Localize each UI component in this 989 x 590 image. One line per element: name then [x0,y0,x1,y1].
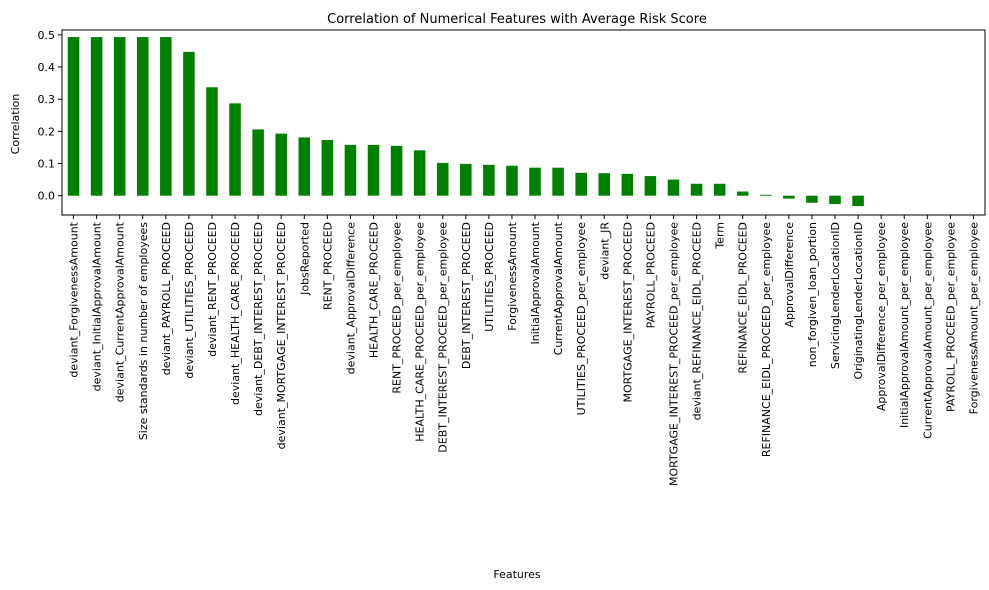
bar-0 [67,37,80,196]
bar-29 [736,191,749,196]
x-tick-label: MORTGAGE_INTEREST_PROCEED [621,222,634,402]
bar-20 [529,167,541,196]
bar-10 [298,137,311,196]
bar-32 [806,195,818,203]
x-tick-label: InitialApprovalAmount [529,221,542,344]
x-tick-label: deviant_InitialApprovalAmount [91,221,104,391]
bar-16 [436,162,449,196]
x-tick-label: JobsReported [298,222,311,296]
x-tick-label: ForgivenessAmount [506,221,519,330]
bar-4 [160,37,172,196]
bar-2 [113,37,126,196]
bar-12 [344,144,357,196]
x-tick-label: PAYROLL_PROCEED_per_employee [944,222,957,412]
x-tick-label: deviant_CurrentApprovalAmount [114,221,127,402]
y-tick-label: 0.4 [38,61,56,74]
bar-30 [760,194,772,196]
x-tick-label: deviant_HEALTH_CARE_PROCEED [229,222,242,405]
x-tick-label: non_forgiven_loan_portion [806,222,819,367]
x-tick-label: deviant_JR [598,222,611,280]
x-tick-label: deviant_ForgivenessAmount [68,221,81,377]
bar-33 [829,195,841,205]
bar-19 [506,165,518,196]
bar-3 [136,37,149,196]
x-tick-label: deviant_MORTGAGE_INTEREST_PROCEED [275,222,288,449]
plot-frame [61,29,986,216]
bar-1 [90,37,103,196]
bar-14 [390,145,403,196]
x-tick-label: ApprovalDifference_per_employee [875,222,888,411]
x-tick-label: UTILITIES_PROCEED_per_employee [575,222,588,416]
x-tick-label: deviant_UTILITIES_PROCEED [183,222,196,379]
x-tick-label: RENT_PROCEED_per_employee [391,222,404,394]
y-tick-label: 0.1 [38,158,56,171]
bar-27 [690,183,703,196]
y-tick-label: 0.0 [38,190,56,203]
bar-15 [413,150,426,196]
y-tick-label: 0.3 [38,93,56,106]
x-tick-label: ApprovalDifference [783,222,796,328]
x-axis-label: Features [493,568,541,581]
bar-22 [575,172,587,196]
bar-26 [667,179,680,196]
bar-5 [183,51,195,196]
bar-6 [206,87,218,196]
y-axis-label: Correlation [9,94,22,155]
bar-7 [229,103,241,196]
x-tick-label: RENT_PROCEED [321,222,334,310]
x-tick-label: HEALTH_CARE_PROCEED [368,222,381,358]
bar-17 [460,163,472,196]
x-tick-label: deviant_ApprovalDifference [344,222,357,375]
x-tick-label: Size standards in number of employees [137,222,150,440]
x-tick-label: DEBT_INTEREST_PROCEED_per_employee [437,222,450,453]
plot-area: 0.0 0.1 0.2 0.3 0.4 0.5 deviant_ForgivenessAmo… [38,29,986,486]
x-tick-label: deviant_RENT_PROCEED [206,222,219,357]
x-tick-label: UTILITIES_PROCEED [483,222,496,332]
bar-31 [783,195,795,199]
bar-24 [621,173,634,196]
x-tick-label: REFINANCE_EIDL_PROCEED_per_employee [760,222,773,457]
y-tick-label: 0.5 [38,29,56,42]
x-tick-label: PAYROLL_PROCEED [644,222,657,328]
bar-13 [367,144,380,196]
x-tick-label: deviant_DEBT_INTEREST_PROCEED [252,222,265,416]
bar-9 [275,133,287,196]
x-tick-label: CurrentApprovalAmount_per_employee [921,222,934,439]
bar-28 [713,183,726,196]
x-tick-label: CurrentApprovalAmount [552,221,565,355]
x-tick-label: REFINANCE_EIDL_PROCEED [737,222,750,374]
x-tick-label: OriginatingLenderLocationID [852,222,865,380]
bar-8 [252,129,264,196]
x-tick-label: MORTGAGE_INTEREST_PROCEED_per_employee [667,222,680,486]
bar-18 [483,164,495,196]
x-tick-label: InitialApprovalAmount_per_employee [898,222,911,428]
bar-11 [321,140,334,196]
x-tick-label: ServicingLenderLocationID [829,222,842,369]
y-tick-label: 0.2 [38,125,56,138]
x-tick-label: DEBT_INTEREST_PROCEED [460,222,473,369]
x-tick-label: Term [714,222,727,250]
bar-23 [598,173,611,196]
x-tick-label: deviant_REFINANCE_EIDL_PROCEED [691,222,704,420]
bar-25 [644,176,657,196]
chart-title: Correlation of Numerical Features with A… [327,12,707,27]
bar-21 [552,167,564,196]
x-tick-label: deviant_PAYROLL_PROCEED [160,222,173,375]
bar-34 [852,195,864,206]
x-tick-label: ForgivenessAmount_per_employee [967,222,980,415]
x-tick-label: HEALTH_CARE_PROCEED_per_employee [414,222,427,442]
